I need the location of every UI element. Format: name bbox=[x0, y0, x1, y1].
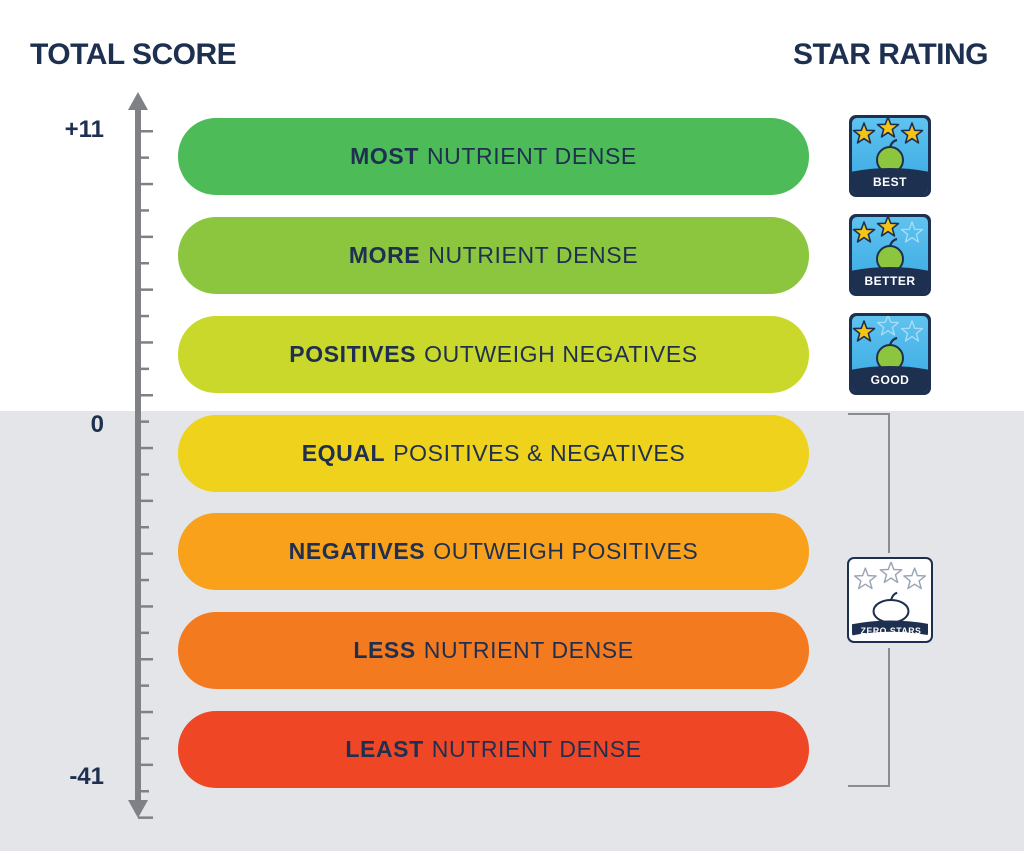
axis-tick bbox=[138, 790, 149, 793]
tier-label: NUTRIENT DENSE bbox=[431, 736, 642, 762]
tier-bold-label: LEAST bbox=[345, 736, 424, 762]
label-ribbon bbox=[852, 366, 928, 392]
zero-stars-bracket bbox=[848, 413, 890, 787]
axis-tick bbox=[138, 710, 153, 714]
axis-line bbox=[135, 106, 141, 810]
tier-label: POSITIVES & NEGATIVES bbox=[393, 440, 686, 466]
badge-zero-stars-graphic: ZERO STARS bbox=[852, 562, 928, 636]
axis-tick bbox=[138, 658, 153, 661]
tier-equal-positives-negatives: EQUAL POSITIVES & NEGATIVES bbox=[178, 415, 809, 492]
tier-label: NUTRIENT DENSE bbox=[423, 637, 634, 663]
axis-tick bbox=[138, 446, 153, 450]
axis-tick bbox=[138, 130, 153, 133]
apple-stem bbox=[888, 138, 898, 148]
total-score-heading: TOTAL SCORE bbox=[30, 38, 237, 71]
axis-tick bbox=[138, 684, 149, 687]
axis-tick bbox=[138, 156, 149, 159]
badge-label: BEST bbox=[873, 175, 907, 189]
axis-tick bbox=[138, 341, 153, 344]
axis-tick bbox=[138, 499, 153, 503]
badge-best-graphic: BEST bbox=[852, 118, 928, 194]
apple-stem bbox=[888, 237, 898, 247]
axis-tick bbox=[138, 209, 149, 212]
tier-less-nutrient-dense: LESS NUTRIENT DENSE bbox=[178, 612, 809, 689]
badge-better-graphic: BETTER bbox=[852, 217, 928, 293]
axis-tick bbox=[138, 314, 149, 318]
axis-arrow-down bbox=[128, 800, 148, 818]
star-empty-icon bbox=[853, 567, 877, 590]
tier-label: OUTWEIGH NEGATIVES bbox=[424, 341, 698, 367]
tier-positives-outweigh-negatives: POSITIVES OUTWEIGH NEGATIVES bbox=[178, 316, 809, 393]
tier-negatives-outweigh-positives: NEGATIVES OUTWEIGH POSITIVES bbox=[178, 513, 809, 590]
tier-more-nutrient-dense: MORE NUTRIENT DENSE bbox=[178, 217, 809, 294]
tier-bold-label: POSITIVES bbox=[289, 341, 417, 367]
star-empty-icon bbox=[903, 567, 927, 590]
tier-bold-label: MORE bbox=[348, 242, 421, 268]
axis-tick bbox=[138, 288, 153, 291]
star-empty-icon bbox=[876, 316, 900, 336]
badge-zero-stars: ZERO STARS bbox=[847, 557, 933, 643]
badge-label: GOOD bbox=[871, 373, 910, 387]
axis-tick bbox=[138, 473, 149, 476]
axis-tick bbox=[138, 394, 153, 397]
star-filled-icon bbox=[852, 320, 876, 342]
apple-stem bbox=[890, 591, 898, 601]
star-filled-icon bbox=[876, 217, 900, 237]
axis-arrow-up bbox=[128, 92, 148, 110]
axis-tick bbox=[138, 262, 149, 265]
axis-tick bbox=[138, 367, 149, 371]
tier-label: NUTRIENT DENSE bbox=[426, 143, 637, 169]
tier-bold-label: NEGATIVES bbox=[288, 538, 426, 564]
axis-tick bbox=[138, 763, 153, 767]
star-empty-icon bbox=[900, 320, 924, 342]
tier-bold-label: MOST bbox=[350, 143, 419, 169]
star-filled-icon bbox=[900, 122, 924, 144]
axis-label-zero: 0 bbox=[90, 411, 104, 438]
star-empty-icon bbox=[900, 221, 924, 243]
label-ribbon bbox=[852, 267, 928, 293]
badge-better: BETTER bbox=[849, 214, 931, 296]
axis-tick bbox=[138, 526, 149, 529]
star-filled-icon bbox=[876, 118, 900, 138]
tier-least-nutrient-dense: LEAST NUTRIENT DENSE bbox=[178, 711, 809, 788]
badge-good: GOOD bbox=[849, 313, 931, 395]
tier-label: OUTWEIGH POSITIVES bbox=[433, 538, 699, 564]
badge-label: ZERO STARS bbox=[861, 626, 922, 636]
axis-tick bbox=[138, 737, 149, 740]
axis-tick bbox=[138, 552, 153, 555]
axis-tick bbox=[138, 235, 153, 239]
axis-tick bbox=[138, 631, 149, 635]
label-ribbon bbox=[852, 620, 928, 636]
badge-good-graphic: GOOD bbox=[852, 316, 928, 392]
tier-bold-label: EQUAL bbox=[301, 440, 386, 466]
star-filled-icon bbox=[852, 221, 876, 243]
axis-tick bbox=[138, 578, 149, 582]
badge-label: BETTER bbox=[865, 274, 916, 288]
badge-best: BEST bbox=[849, 115, 931, 197]
tier-bold-label: LESS bbox=[353, 637, 416, 663]
star-filled-icon bbox=[852, 122, 876, 144]
score-axis bbox=[128, 92, 153, 819]
axis-label-top: +11 bbox=[64, 116, 104, 143]
axis-tick bbox=[138, 605, 153, 608]
star-empty-icon bbox=[879, 562, 903, 584]
axis-tick bbox=[138, 420, 149, 423]
tier-label: NUTRIENT DENSE bbox=[428, 242, 639, 268]
apple-stem bbox=[888, 336, 898, 346]
star-rating-heading: STAR RATING bbox=[792, 38, 989, 71]
axis-tick bbox=[138, 182, 153, 186]
axis-label-bottom: -41 bbox=[69, 763, 104, 790]
label-ribbon bbox=[852, 168, 928, 194]
axis-tick bbox=[138, 816, 153, 819]
tier-most-nutrient-dense: MOST NUTRIENT DENSE bbox=[178, 118, 809, 195]
